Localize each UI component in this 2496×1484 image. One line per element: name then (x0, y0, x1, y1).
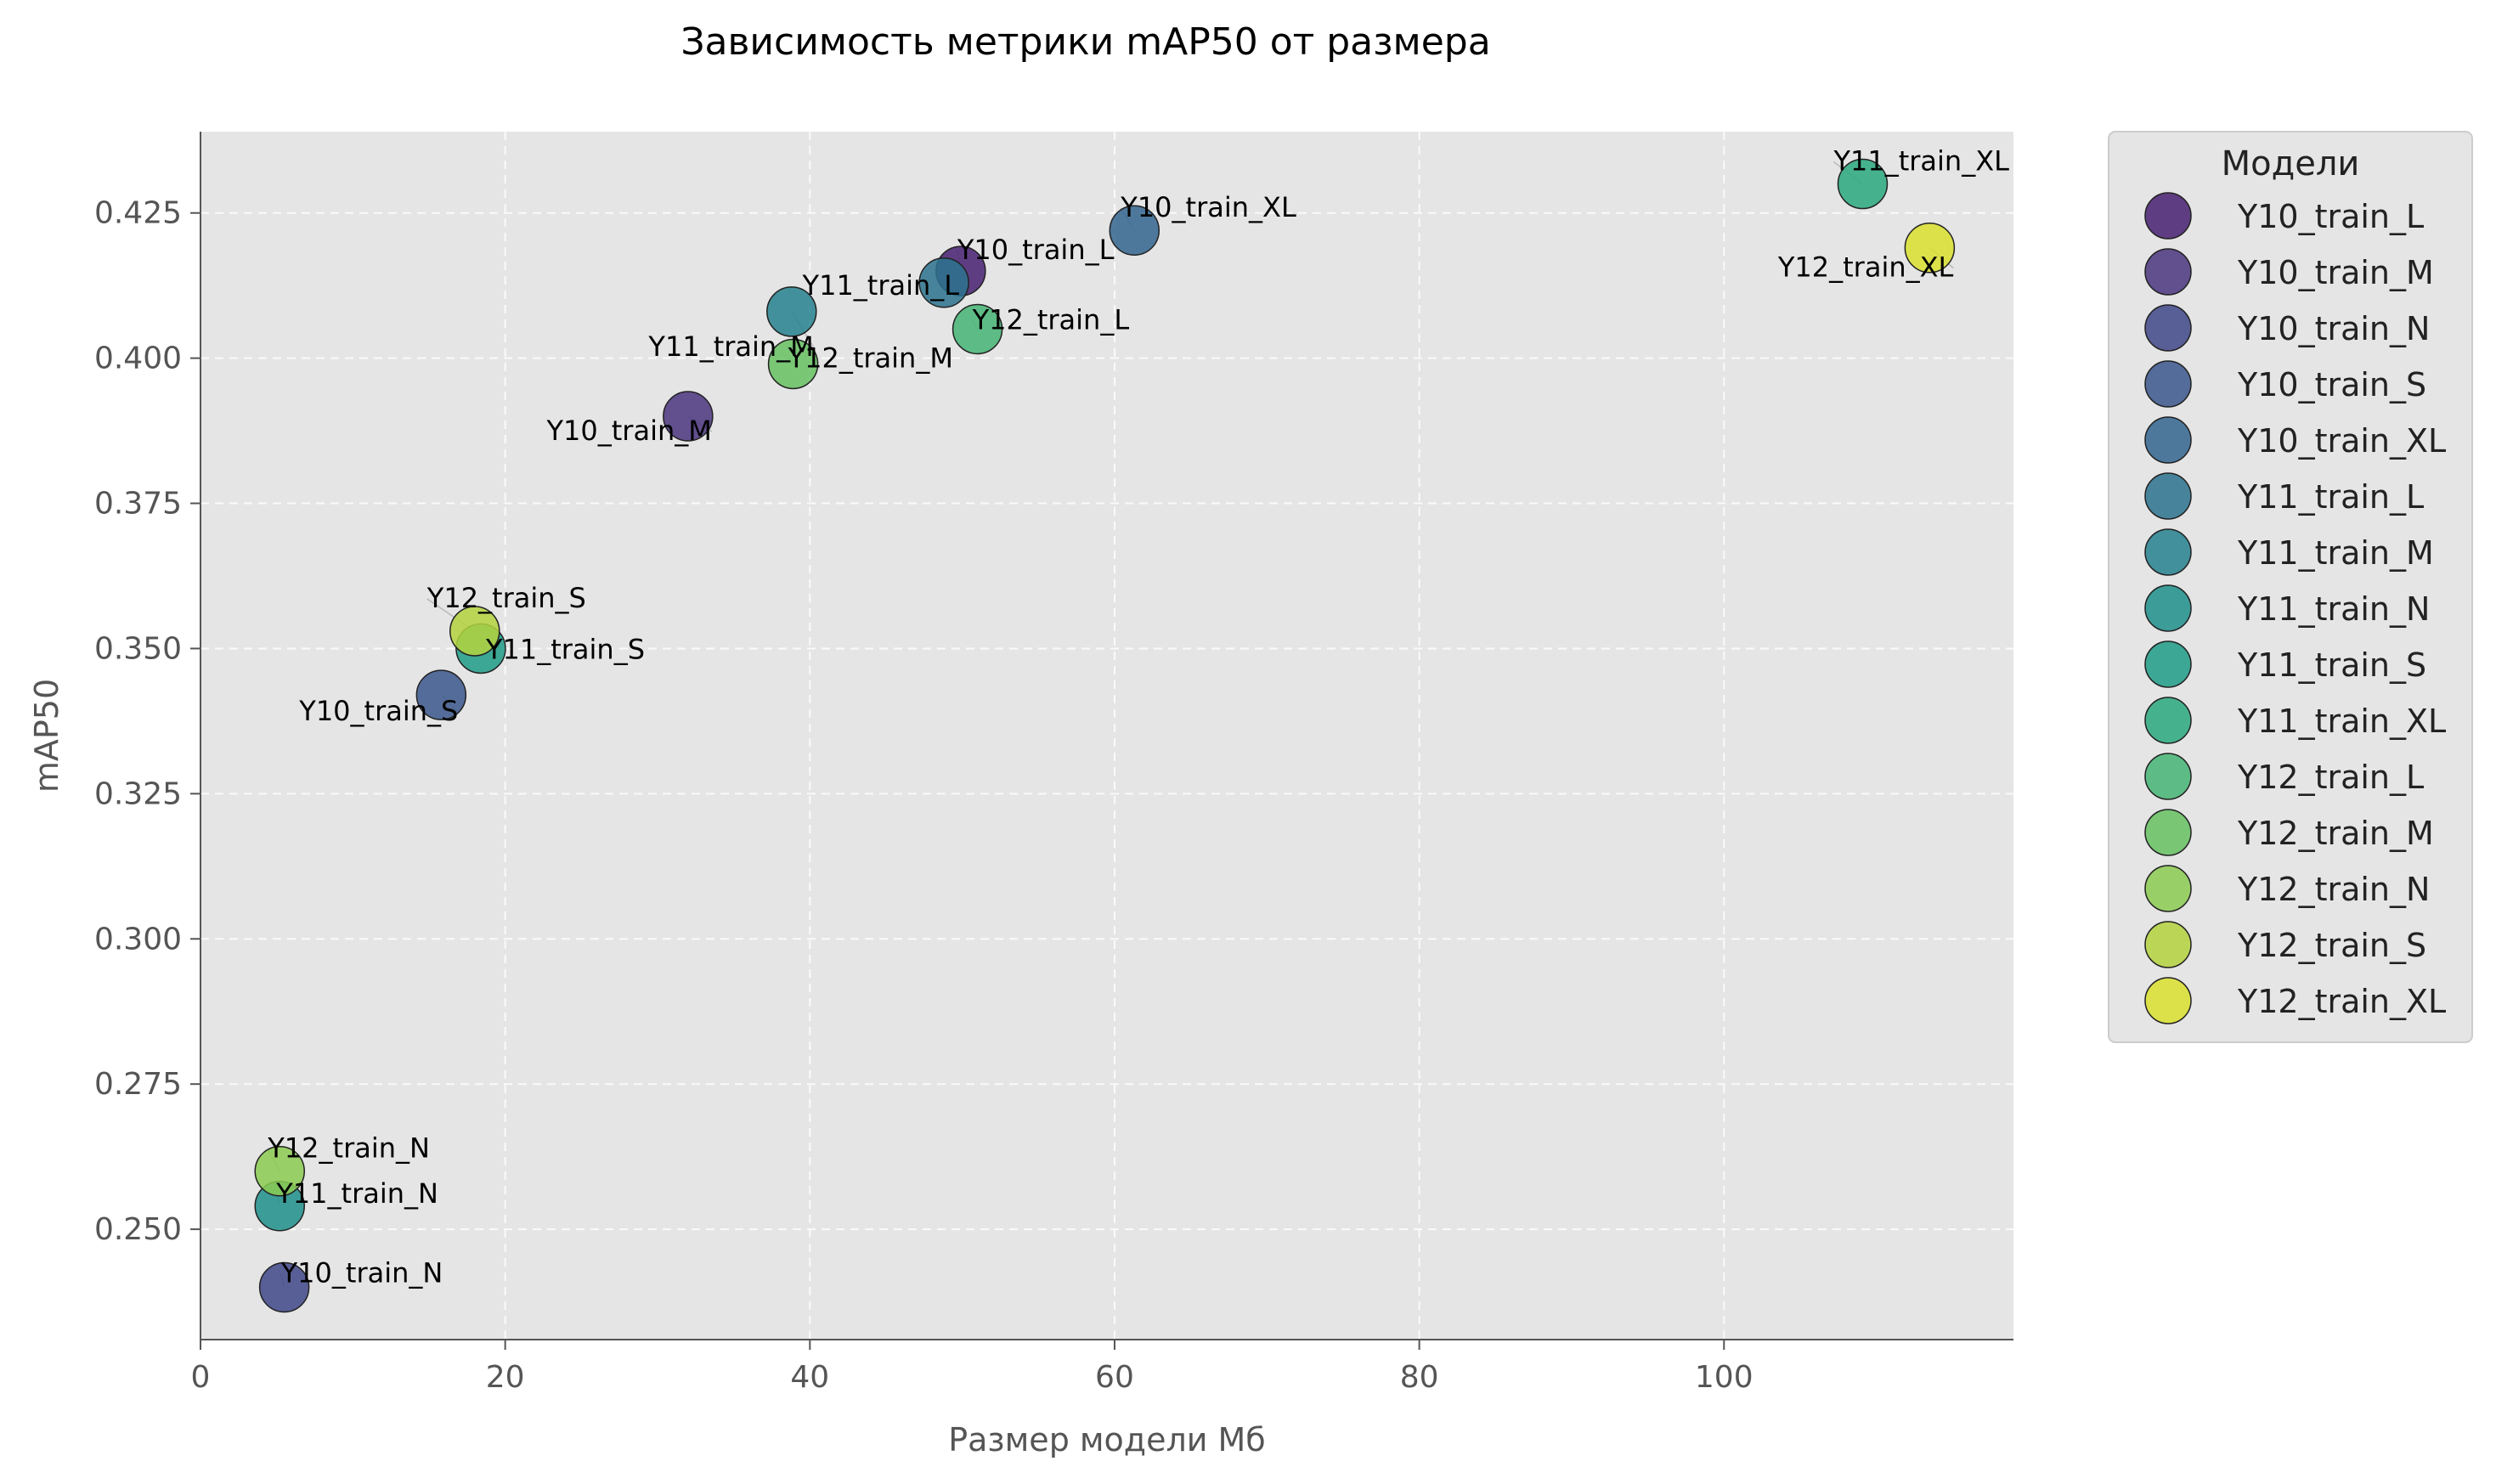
x-tick-label: 60 (1095, 1360, 1134, 1395)
legend-label: Y11_train_S (2237, 646, 2426, 684)
point-label: Y12_train_S (426, 582, 586, 614)
legend-marker (2144, 248, 2192, 296)
y-tick-label: 0.250 (94, 1212, 182, 1247)
legend-item: Y11_train_L (2144, 472, 2424, 520)
legend-label: Y12_train_M (2237, 815, 2434, 852)
point-y10-train-m (663, 391, 714, 442)
legend-marker (2144, 697, 2192, 744)
legend-item: Y10_train_N (2144, 304, 2430, 352)
data-points (254, 158, 1956, 1313)
point-label: Y12_train_M (788, 341, 953, 374)
legend-item: Y12_train_XL (2144, 977, 2446, 1024)
legend-item: Y10_train_S (2144, 360, 2426, 408)
legend-marker (2144, 753, 2192, 800)
legend-label: Y10_train_L (2237, 198, 2424, 235)
x-tick-label: 20 (486, 1360, 525, 1395)
point-label: Y11_train_XL (1832, 145, 2009, 178)
legend: Модели Y10_train_L Y10_train_M Y10_train_N… (2108, 131, 2473, 1043)
legend-item: Y12_train_L (2144, 753, 2424, 800)
point-y12-train-l (952, 303, 1003, 355)
legend-item: Y10_train_XL (2144, 416, 2446, 464)
point-label: Y10_train_L (957, 234, 1115, 266)
point-y10-train-s (415, 669, 467, 720)
legend-label: Y12_train_XL (2237, 983, 2446, 1020)
point-label: Y12_train_N (267, 1132, 430, 1165)
legend-item: Y12_train_S (2144, 921, 2426, 968)
point-label: Y12_train_L (972, 303, 1130, 336)
legend-label: Y12_train_S (2237, 927, 2426, 964)
point-y11-train-l (918, 257, 969, 308)
point-y11-train-m (766, 286, 817, 337)
legend-title: Модели (2222, 144, 2360, 183)
y-tick-label: 0.325 (94, 776, 182, 811)
legend-marker (2144, 472, 2192, 520)
y-tick-label: 0.425 (94, 196, 182, 231)
legend-marker (2144, 921, 2192, 968)
legend-item: Y10_train_L (2144, 192, 2424, 240)
point-y10-train-xl (1109, 205, 1160, 256)
x-axis-label: Размер модели Мб (948, 1421, 1266, 1459)
y-axis-label: mAP50 (28, 679, 65, 793)
legend-item: Y11_train_XL (2144, 697, 2446, 744)
legend-item: Y12_train_N (2144, 865, 2430, 912)
legend-item: Y11_train_S (2144, 640, 2426, 688)
point-labels: Y10_train_L Y10_train_M Y10_train_N Y10_tra… (267, 145, 2009, 1289)
legend-item: Y11_train_N (2144, 584, 2430, 632)
axes: 0 20 40 60 80 100 0.250 0.275 0.300 0.325 0.350 0.3… (94, 132, 2013, 1395)
x-tick-label: 40 (790, 1360, 829, 1395)
x-tick-label: 100 (1695, 1360, 1753, 1395)
point-y10-train-n (258, 1261, 310, 1313)
legend-label: Y11_train_N (2237, 590, 2430, 628)
y-tick-label: 0.400 (94, 341, 182, 376)
legend-label: Y12_train_N (2237, 871, 2430, 908)
point-label: Y10_train_M (545, 415, 711, 447)
x-tick-label: 0 (191, 1360, 211, 1395)
legend-item: Y10_train_M (2144, 248, 2434, 296)
legend-marker (2144, 192, 2192, 240)
point-label: Y11_train_M (647, 330, 813, 363)
point-y11-train-xl (1837, 158, 1889, 210)
legend-marker (2144, 416, 2192, 464)
point-label: Y11_train_L (802, 269, 960, 302)
y-tick-label: 0.375 (94, 487, 182, 522)
legend-marker (2144, 360, 2192, 408)
point-y12-train-xl (1904, 222, 1956, 274)
legend-marker (2144, 977, 2192, 1024)
plot-area (200, 132, 2013, 1340)
y-tick-label: 0.275 (94, 1067, 182, 1102)
legend-marker (2144, 528, 2192, 576)
chart-title: Зависимость метрики mAP50 от размера (680, 20, 1490, 64)
legend-marker (2144, 865, 2192, 912)
x-tick-label: 80 (1400, 1360, 1439, 1395)
legend-item: Y11_train_M (2144, 528, 2434, 576)
point-label: Y12_train_XL (1777, 251, 1954, 284)
legend-label: Y12_train_L (2237, 759, 2424, 796)
y-tick-label: 0.350 (94, 631, 182, 666)
point-y12-train-m (767, 338, 819, 390)
legend-marker (2144, 640, 2192, 688)
y-tick-label: 0.300 (94, 922, 182, 956)
legend-label: Y11_train_M (2237, 534, 2434, 572)
point-label: Y11_train_S (485, 633, 645, 665)
point-y12-train-s (449, 606, 500, 657)
point-label: Y11_train_N (275, 1177, 438, 1210)
legend-box (2108, 131, 2473, 1043)
point-label: Y10_train_XL (1120, 191, 1296, 223)
legend-label: Y10_train_M (2237, 254, 2434, 291)
legend-label: Y10_train_N (2237, 310, 2430, 347)
legend-label: Y10_train_XL (2237, 422, 2446, 460)
legend-label: Y11_train_L (2237, 478, 2424, 516)
legend-marker (2144, 304, 2192, 352)
legend-label: Y11_train_XL (2237, 703, 2446, 740)
legend-marker (2144, 584, 2192, 632)
legend-label: Y10_train_S (2237, 366, 2426, 403)
point-label: Y10_train_N (280, 1256, 443, 1289)
point-label: Y10_train_S (298, 695, 458, 727)
point-y12-train-n (254, 1145, 306, 1197)
legend-marker (2144, 809, 2192, 856)
legend-item: Y12_train_M (2144, 809, 2434, 856)
